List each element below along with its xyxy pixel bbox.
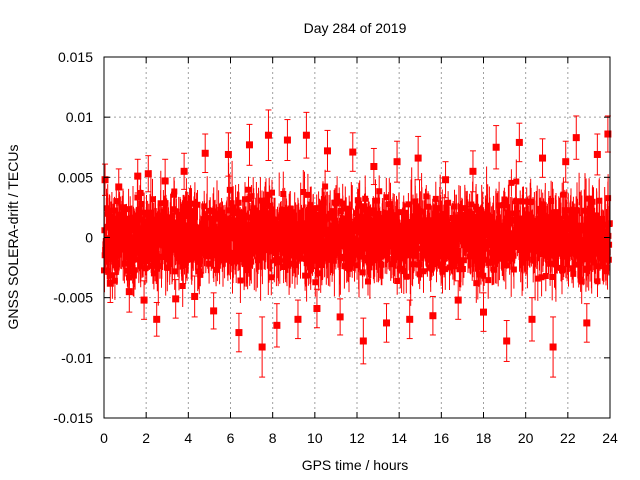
- y-tick-label: -0.01: [61, 350, 93, 366]
- data-point: [406, 315, 414, 323]
- data-point: [140, 296, 148, 304]
- data-point: [283, 136, 291, 144]
- data-point: [258, 343, 266, 351]
- data-point: [549, 343, 557, 351]
- data-point: [583, 319, 591, 327]
- x-tick-label: 4: [184, 430, 192, 446]
- data-point: [106, 279, 114, 287]
- data-point: [429, 312, 437, 320]
- y-tick-label: 0.005: [58, 169, 93, 185]
- data-point: [210, 307, 218, 315]
- data-points: [101, 109, 612, 378]
- x-tick-label: 12: [349, 430, 365, 446]
- data-point: [153, 315, 161, 323]
- x-tick-label: 0: [100, 430, 108, 446]
- x-tick-label: 20: [518, 430, 534, 446]
- marker-cloud: [101, 178, 613, 289]
- data-point: [115, 183, 123, 191]
- data-point: [264, 131, 272, 139]
- y-tick-labels: -0.015 -0.01 -0.005 0 0.005 0.01 0.015: [53, 49, 93, 426]
- data-point: [383, 319, 391, 327]
- data-point: [172, 295, 180, 303]
- data-point: [294, 315, 302, 323]
- data-point: [349, 148, 357, 156]
- y-tick-label: -0.005: [53, 290, 93, 306]
- data-point: [302, 131, 310, 139]
- x-tick-labels: 0 2 4 6 8 10 12 14 16 18 20 22 24: [100, 430, 618, 446]
- x-tick-label: 10: [307, 430, 323, 446]
- data-point: [313, 304, 321, 312]
- y-tick-label: 0.015: [58, 49, 93, 65]
- data-point: [134, 172, 142, 180]
- data-cloud: [101, 159, 613, 307]
- data-point: [442, 176, 450, 184]
- data-point: [572, 134, 580, 142]
- x-tick-label: 18: [476, 430, 492, 446]
- data-point: [480, 308, 487, 316]
- x-tick-label: 6: [227, 430, 235, 446]
- data-point: [503, 337, 511, 345]
- data-point: [224, 150, 232, 158]
- x-tick-label: 16: [434, 430, 450, 446]
- x-axis-label: GPS time / hours: [302, 457, 409, 473]
- data-point: [492, 143, 500, 151]
- data-point: [125, 288, 133, 296]
- data-point: [414, 154, 422, 162]
- data-point: [101, 176, 109, 184]
- data-point: [336, 313, 344, 321]
- data-point: [245, 141, 253, 149]
- data-point: [201, 149, 209, 157]
- data-point: [469, 167, 477, 175]
- x-tick-label: 2: [142, 430, 150, 446]
- x-tick-label: 22: [560, 430, 576, 446]
- data-point: [515, 138, 523, 146]
- data-point: [604, 130, 612, 138]
- data-point: [235, 329, 243, 337]
- data-point: [539, 154, 547, 162]
- axis-ticks: [103, 56, 611, 419]
- data-point: [562, 158, 570, 166]
- x-tick-label: 24: [602, 430, 618, 446]
- data-point: [180, 167, 188, 175]
- y-tick-label: -0.015: [53, 410, 93, 426]
- chart-title: Day 284 of 2019: [304, 20, 407, 36]
- x-tick-label: 14: [391, 430, 407, 446]
- data-point: [370, 163, 378, 171]
- y-axis-label: GNSS SOLERA-drift / TECUs: [5, 145, 21, 330]
- x-tick-label: 8: [269, 430, 277, 446]
- y-tick-label: 0: [85, 230, 93, 246]
- data-point: [191, 292, 199, 300]
- data-point: [144, 170, 152, 178]
- data-point: [528, 315, 536, 323]
- y-tick-label: 0.01: [66, 109, 93, 125]
- data-point: [323, 147, 331, 155]
- data-point: [161, 177, 169, 185]
- data-point: [393, 158, 401, 166]
- data-point: [454, 296, 462, 304]
- data-point: [273, 321, 281, 329]
- data-point: [593, 150, 601, 158]
- data-point: [359, 337, 367, 345]
